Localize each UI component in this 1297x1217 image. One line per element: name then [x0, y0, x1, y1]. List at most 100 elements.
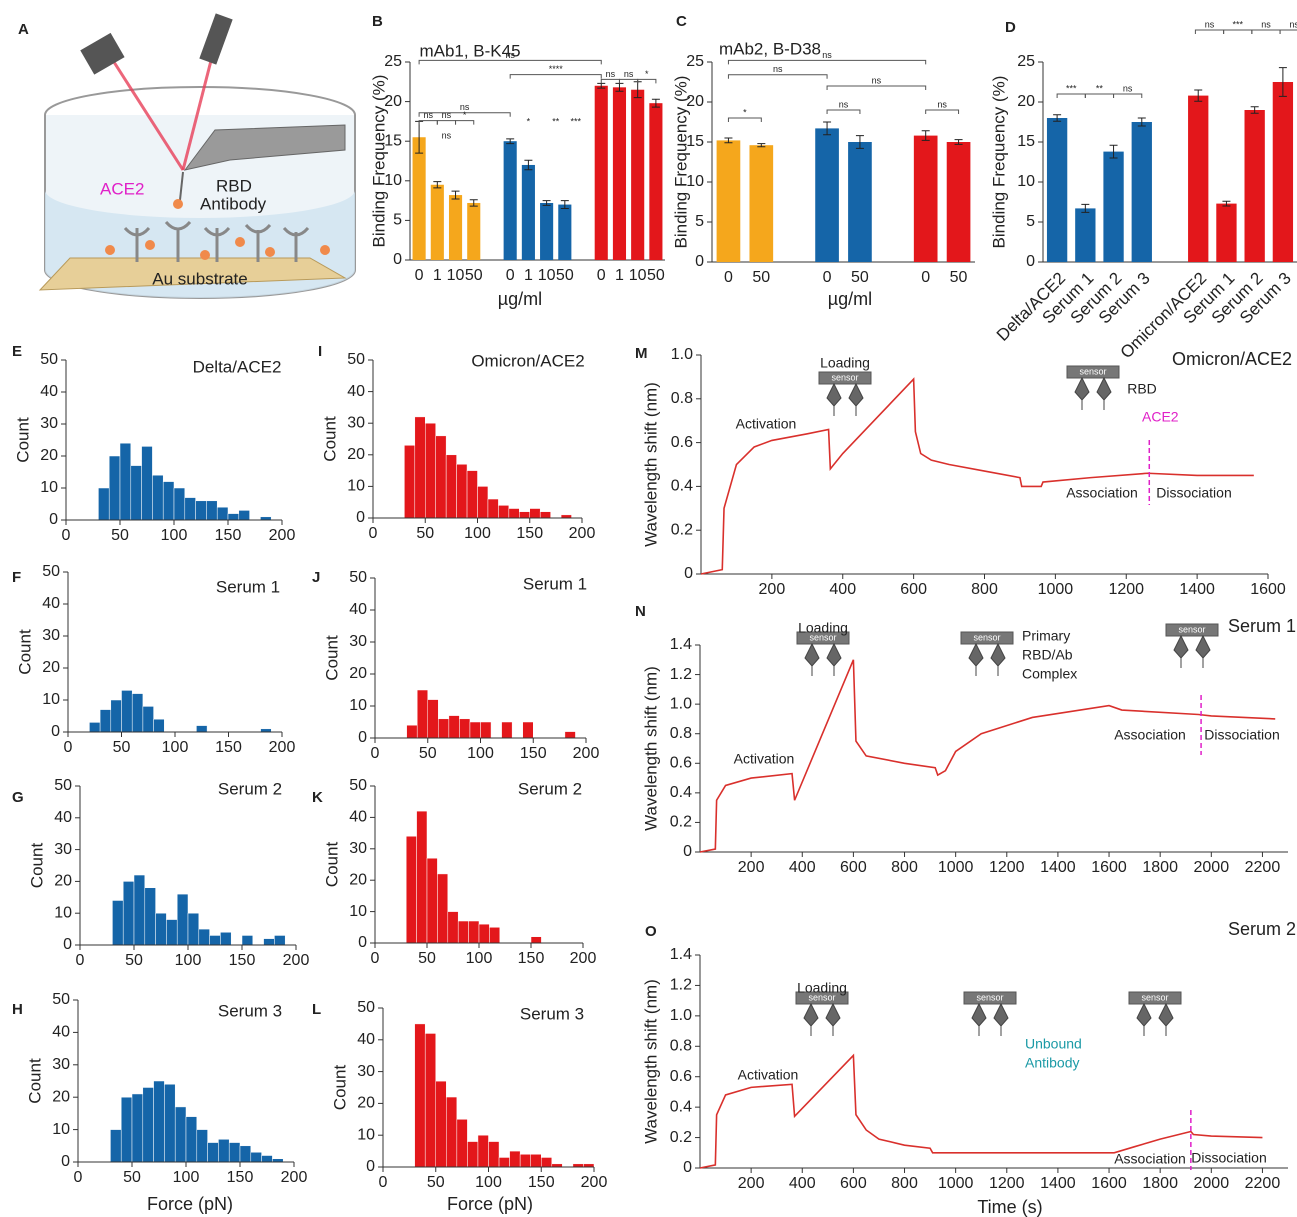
error-bar	[1081, 203, 1090, 213]
histogram-bar	[541, 1157, 553, 1168]
x-tick-label: 2200	[1245, 859, 1281, 876]
histogram-bar	[489, 927, 501, 944]
y-tick-label: 0	[1026, 253, 1035, 270]
chart-title: Delta/ACE2	[193, 357, 282, 376]
panel-label: F	[12, 569, 21, 586]
histogram-bar	[448, 715, 460, 739]
histogram-bar	[174, 1106, 187, 1163]
x-tick-label: 200	[581, 1174, 608, 1191]
chart-title: Serum 3	[520, 1004, 584, 1023]
y-tick-label: 1.0	[670, 695, 692, 712]
sensor-probe	[826, 382, 842, 416]
y-tick-label: 0.8	[671, 390, 693, 407]
histogram-bar	[239, 1145, 252, 1163]
receptors	[123, 220, 310, 262]
y-tick-label: 30	[347, 414, 365, 431]
y-tick-label: 20	[686, 93, 704, 110]
sensor-label: sensor	[1141, 992, 1168, 1002]
y-tick-label: 0.2	[671, 521, 693, 538]
y-tick-label: 1.4	[670, 636, 692, 653]
histogram-bar	[195, 500, 207, 521]
x-axis-label: Force (pN)	[147, 1194, 233, 1214]
sensor-icon	[795, 991, 849, 1005]
error-bar	[1278, 67, 1287, 97]
histogram-bar	[478, 923, 490, 944]
x-tick-label: 10	[629, 267, 647, 284]
sensor-label: sensor	[1079, 366, 1106, 376]
histogram-bar	[468, 920, 480, 944]
significance-bracket	[1279, 29, 1297, 34]
y-tick-label: 30	[42, 627, 60, 644]
y-tick-label: 50	[54, 777, 72, 794]
y-axis-label: Wavelength shift (nm)	[641, 666, 660, 831]
bar	[815, 128, 839, 262]
histogram-bar	[99, 709, 112, 733]
significance-label: ns	[1261, 19, 1271, 29]
panel-label: K	[312, 789, 323, 806]
x-tick-label: 800	[891, 859, 918, 876]
significance-bracket	[418, 59, 602, 65]
significance-bracket	[1251, 29, 1281, 34]
x-tick-label: 1200	[989, 1175, 1025, 1192]
histogram-bar	[414, 1023, 426, 1168]
error-bar	[524, 159, 533, 171]
x-tick-label: 400	[789, 1175, 816, 1192]
x-axis-label: Time (s)	[977, 1197, 1042, 1217]
x-tick-label: 200	[281, 1169, 308, 1186]
annotation: RBD	[1127, 381, 1157, 397]
significance-label: ns	[773, 64, 783, 74]
y-tick-label: 5	[1026, 213, 1035, 230]
error-bar	[823, 121, 832, 136]
y-tick-label: 20	[54, 873, 72, 890]
bar	[1046, 118, 1068, 262]
bar	[749, 145, 774, 262]
bar	[631, 89, 645, 260]
x-tick-label: 1800	[1142, 859, 1178, 876]
histogram-bar	[98, 487, 110, 521]
y-tick-label: 5	[393, 212, 402, 229]
histogram-bar	[487, 498, 499, 519]
x-tick-label: 100	[467, 745, 494, 762]
error-bar	[724, 137, 733, 144]
histogram-bar	[274, 935, 286, 946]
y-tick-label: 0	[63, 936, 72, 953]
y-tick-label: 30	[357, 1063, 375, 1080]
significance-label: ***	[570, 116, 581, 126]
x-tick-label: 100	[162, 739, 189, 756]
annotation: Antibody	[1025, 1055, 1079, 1071]
histogram-bar	[121, 690, 133, 733]
histogram-bar	[467, 1141, 479, 1168]
y-tick-label: 40	[40, 383, 58, 400]
x-tick-label: 2000	[1194, 859, 1230, 876]
y-tick-label: 40	[347, 383, 365, 400]
x-tick-label: 2000	[1194, 1175, 1230, 1192]
histogram-bar	[142, 706, 154, 733]
sensor-icon	[960, 631, 1014, 645]
sensor-label: sensor	[809, 632, 836, 642]
schematic-label: RBD	[216, 176, 252, 195]
y-tick-label: 20	[349, 665, 367, 682]
x-tick-label: 10	[447, 267, 465, 284]
histogram-bar	[110, 699, 122, 733]
panel-label: N	[635, 603, 646, 620]
y-tick-label: 0	[695, 253, 704, 270]
x-tick-label: 400	[829, 581, 856, 598]
schematic-label: Au substrate	[152, 269, 247, 288]
y-tick-label: 40	[349, 601, 367, 618]
x-tick-label: 100	[175, 952, 202, 969]
y-tick-label: 10	[686, 173, 704, 190]
histogram-bar	[488, 1141, 500, 1168]
y-tick-label: 0.6	[671, 434, 693, 451]
bar	[503, 141, 517, 260]
error-bar	[1053, 114, 1062, 122]
error-bar	[921, 130, 930, 141]
sensor-probe	[1173, 634, 1189, 668]
significance-bracket	[1084, 93, 1115, 98]
sensor-label: sensor	[1178, 624, 1205, 634]
y-tick-label: 1.4	[670, 946, 692, 963]
sensor-icon	[1066, 365, 1120, 379]
significance-label: ns	[937, 99, 947, 109]
x-tick-label: 1000	[938, 859, 974, 876]
error-bar	[1194, 89, 1203, 102]
